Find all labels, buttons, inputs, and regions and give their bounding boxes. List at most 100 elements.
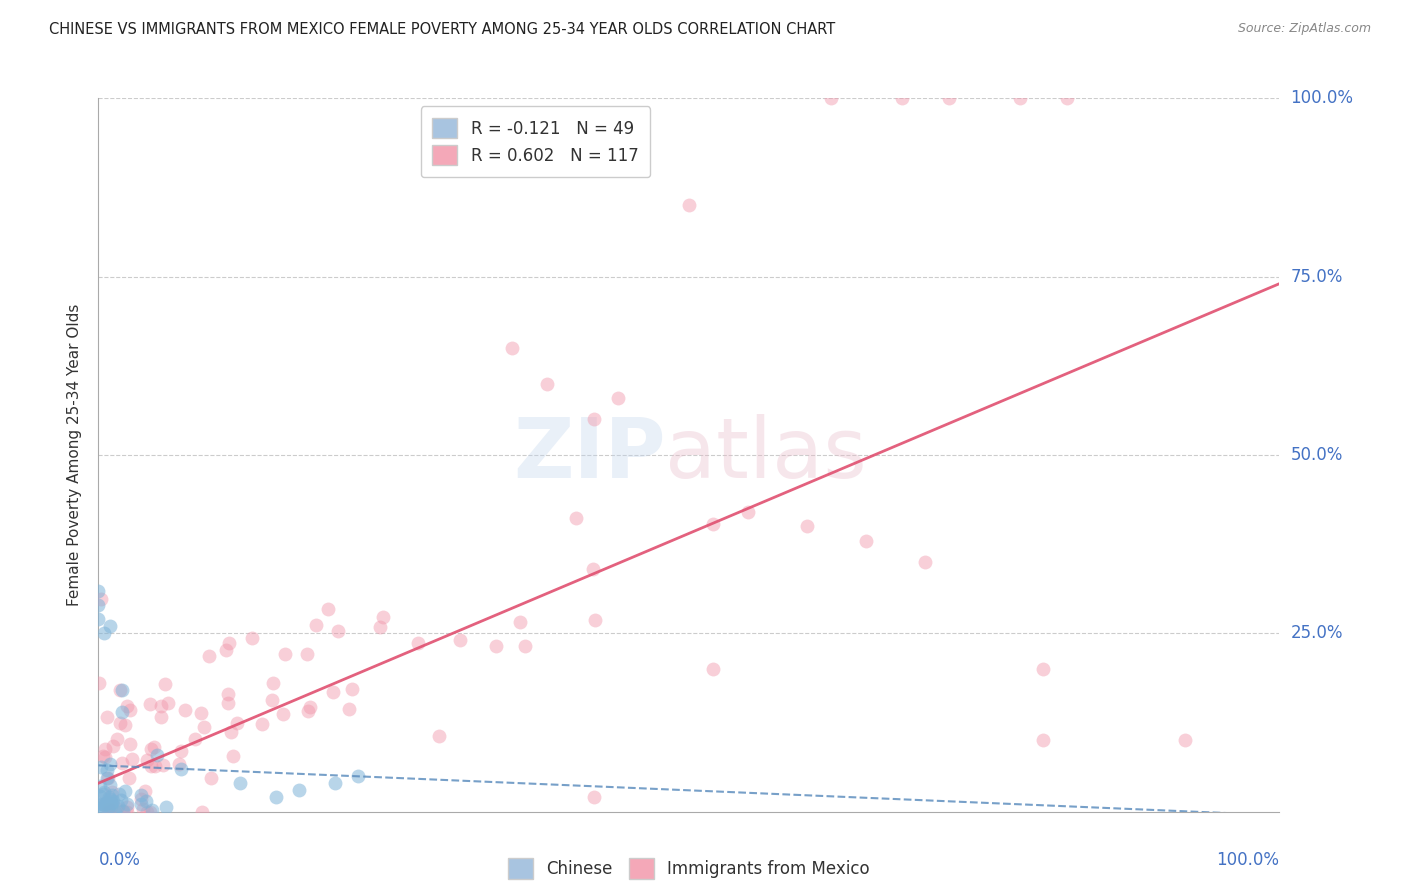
Point — [93, 798, 115, 813]
Point — [100, 756, 122, 771]
Point — [217, 696, 239, 710]
Point — [111, 804, 134, 818]
Point — [97, 771, 120, 785]
Point — [702, 662, 724, 676]
Point — [105, 732, 128, 747]
Text: 25.0%: 25.0% — [1291, 624, 1343, 642]
Point — [323, 776, 346, 790]
Point — [101, 794, 124, 808]
Point — [938, 91, 960, 105]
Point — [100, 785, 122, 799]
Point — [820, 91, 842, 105]
Point — [135, 794, 157, 808]
Point — [264, 790, 287, 805]
Point — [87, 797, 110, 811]
Point — [583, 790, 606, 805]
Point — [87, 612, 110, 626]
Point — [536, 376, 558, 391]
Point — [89, 779, 111, 793]
Point — [225, 715, 247, 730]
Point — [509, 615, 531, 629]
Text: 100.0%: 100.0% — [1216, 851, 1279, 869]
Point — [93, 749, 115, 764]
Point — [87, 598, 110, 612]
Point — [347, 769, 370, 783]
Point — [890, 91, 912, 105]
Point — [108, 716, 131, 731]
Point — [340, 682, 363, 697]
Point — [316, 602, 339, 616]
Point — [93, 626, 115, 640]
Point — [98, 790, 121, 805]
Point — [274, 647, 297, 661]
Point — [1032, 733, 1054, 747]
Text: 75.0%: 75.0% — [1291, 268, 1343, 285]
Point — [565, 510, 588, 524]
Point — [198, 649, 221, 664]
Point — [449, 632, 471, 647]
Point — [149, 698, 172, 713]
Point — [104, 805, 127, 819]
Point — [150, 710, 173, 724]
Point — [368, 620, 391, 634]
Point — [107, 787, 129, 801]
Point — [167, 757, 190, 772]
Point — [218, 636, 240, 650]
Point — [139, 697, 162, 711]
Point — [111, 805, 134, 819]
Point — [98, 619, 121, 633]
Y-axis label: Female Poverty Among 25-34 Year Olds: Female Poverty Among 25-34 Year Olds — [67, 304, 83, 606]
Point — [104, 801, 127, 815]
Point — [1174, 733, 1197, 747]
Point — [115, 698, 138, 713]
Point — [90, 760, 112, 774]
Point — [96, 710, 118, 724]
Point — [607, 391, 630, 405]
Point — [153, 677, 176, 691]
Point — [297, 704, 319, 718]
Point — [155, 800, 177, 814]
Point — [191, 805, 214, 819]
Point — [87, 583, 110, 598]
Point — [173, 703, 195, 717]
Point — [111, 756, 134, 771]
Point — [94, 742, 117, 756]
Point — [221, 748, 243, 763]
Point — [288, 783, 311, 797]
Point — [115, 805, 138, 819]
Point — [90, 592, 112, 607]
Point — [141, 759, 163, 773]
Point — [118, 771, 141, 785]
Point — [107, 799, 129, 814]
Text: 100.0%: 100.0% — [1291, 89, 1354, 107]
Point — [136, 805, 159, 819]
Point — [513, 639, 536, 653]
Point — [98, 805, 121, 819]
Point — [214, 643, 236, 657]
Point — [170, 762, 193, 776]
Point — [143, 740, 166, 755]
Point — [114, 718, 136, 732]
Point — [118, 703, 141, 717]
Point — [200, 772, 222, 786]
Point — [101, 739, 124, 753]
Point — [217, 687, 239, 701]
Point — [100, 789, 122, 803]
Point — [406, 636, 429, 650]
Point — [100, 798, 122, 813]
Point — [583, 412, 606, 426]
Point — [94, 750, 117, 764]
Point — [855, 533, 877, 548]
Point — [108, 683, 131, 698]
Point — [193, 720, 215, 734]
Point — [298, 700, 321, 714]
Point — [91, 787, 114, 801]
Point — [250, 717, 273, 731]
Point — [132, 802, 155, 816]
Point — [110, 792, 132, 806]
Point — [97, 799, 120, 814]
Text: 0.0%: 0.0% — [98, 851, 141, 869]
Text: 50.0%: 50.0% — [1291, 446, 1343, 464]
Point — [114, 784, 136, 798]
Point — [157, 696, 180, 710]
